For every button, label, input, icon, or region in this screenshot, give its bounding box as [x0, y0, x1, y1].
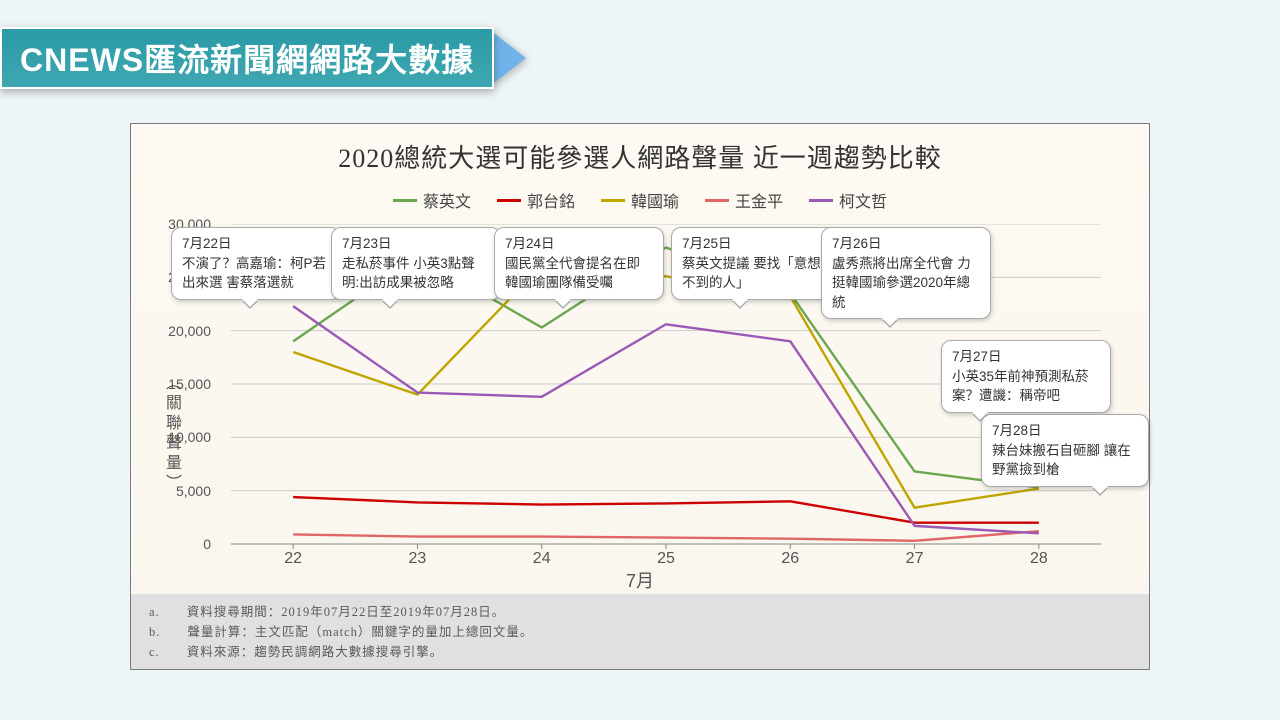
x-tick-label: 26 [781, 550, 799, 568]
callout-tail-icon [732, 299, 748, 315]
legend-swatch-icon [601, 199, 625, 202]
legend-label: 柯文哲 [839, 188, 887, 212]
callout-text: 蔡英文提議 要找「意想不到的人」 [682, 254, 830, 293]
callout-date: 7月22日 [182, 234, 330, 254]
legend-label: 韓國瑜 [631, 188, 679, 212]
x-tick-label: 24 [533, 550, 551, 568]
footnote-a: a. 資料搜尋期間：2019年07月22日至2019年07月28日。 [149, 601, 1131, 620]
legend-label: 蔡英文 [423, 188, 471, 212]
chart-title: 2020總統大選可能參選人網路聲量 近一週趨勢比較 [131, 138, 1149, 175]
x-tick-label: 25 [657, 550, 675, 568]
legend-item: 柯文哲 [809, 188, 887, 212]
banner-arrow-icon [490, 30, 526, 86]
y-tick-label: 5,000 [141, 483, 211, 499]
footnote-c: c. 資料來源：趨勢民調網路大數據搜尋引擎。 [149, 641, 1131, 660]
y-tick-label: 10,000 [141, 429, 211, 445]
legend-label: 郭台銘 [527, 188, 575, 212]
x-tick-label: 28 [1030, 550, 1048, 568]
header-title: CNEWS匯流新聞網網路大數據 [0, 27, 494, 89]
y-tick-label: 20,000 [141, 323, 211, 339]
series-line [293, 497, 1039, 523]
legend-item: 韓國瑜 [601, 188, 679, 212]
callout-tail-icon [242, 299, 258, 315]
series-line [293, 531, 1039, 541]
callout-text: 走私菸事件 小英3點聲明:出訪成果被忽略 [342, 254, 490, 293]
callout-date: 7月28日 [992, 421, 1138, 441]
series-line [293, 306, 1039, 533]
chart-callout: 7月28日辣台妹搬石自砸腳 讓在野黨撿到槍 [981, 414, 1149, 487]
x-axis-title: 7月 [131, 567, 1149, 593]
callout-text: 辣台妹搬石自砸腳 讓在野黨撿到槍 [992, 441, 1138, 480]
chart-callout: 7月22日不演了？高嘉瑜：柯P若出來選 害蔡落選就 [171, 227, 341, 300]
callout-text: 國民黨全代會提名在即 韓國瑜團隊備受囑 [505, 254, 653, 293]
legend-swatch-icon [497, 199, 521, 202]
callout-tail-icon [555, 299, 571, 315]
callout-date: 7月27日 [952, 347, 1100, 367]
callout-tail-icon [1092, 486, 1108, 502]
legend-swatch-icon [809, 199, 833, 202]
chart-callout: 7月27日小英35年前神預測私菸案？遭譏：稱帝吧 [941, 340, 1111, 413]
x-tick-label: 22 [284, 550, 302, 568]
legend-swatch-icon [705, 199, 729, 202]
callout-date: 7月25日 [682, 234, 830, 254]
legend-item: 王金平 [705, 188, 783, 212]
chart-callout: 7月25日蔡英文提議 要找「意想不到的人」 [671, 227, 841, 300]
callout-date: 7月26日 [832, 234, 980, 254]
chart-callout: 7月23日走私菸事件 小英3點聲明:出訪成果被忽略 [331, 227, 501, 300]
chart-callout: 7月24日國民黨全代會提名在即 韓國瑜團隊備受囑 [494, 227, 664, 300]
y-tick-label: 15,000 [141, 376, 211, 392]
callout-text: 小英35年前神預測私菸案？遭譏：稱帝吧 [952, 367, 1100, 406]
callout-date: 7月23日 [342, 234, 490, 254]
chart-legend: 蔡英文 郭台銘 韓國瑜 王金平 柯文哲 [131, 188, 1149, 212]
callout-tail-icon [382, 299, 398, 315]
legend-item: 蔡英文 [393, 188, 471, 212]
callout-date: 7月24日 [505, 234, 653, 254]
callout-text: 不演了？高嘉瑜：柯P若出來選 害蔡落選就 [182, 254, 330, 293]
callout-text: 盧秀燕將出席全代會 力挺韓國瑜參選2020年總統 [832, 254, 980, 313]
chart-footnotes: a. 資料搜尋期間：2019年07月22日至2019年07月28日。 b. 聲量… [131, 594, 1149, 669]
x-tick-label: 27 [906, 550, 924, 568]
legend-item: 郭台銘 [497, 188, 575, 212]
legend-swatch-icon [393, 199, 417, 202]
legend-label: 王金平 [735, 188, 783, 212]
chart-callout: 7月26日盧秀燕將出席全代會 力挺韓國瑜參選2020年總統 [821, 227, 991, 319]
header-banner: CNEWS匯流新聞網網路大數據 [0, 30, 530, 86]
chart-panel: 2020總統大選可能參選人網路聲量 近一週趨勢比較 蔡英文 郭台銘 韓國瑜 王金平 柯文… [130, 123, 1150, 670]
callout-tail-icon [882, 318, 898, 334]
footnote-b: b. 聲量計算：主文匹配（match）關鍵字的量加上總回文量。 [149, 621, 1131, 640]
y-tick-label: 0 [141, 536, 211, 552]
x-tick-label: 23 [409, 550, 427, 568]
